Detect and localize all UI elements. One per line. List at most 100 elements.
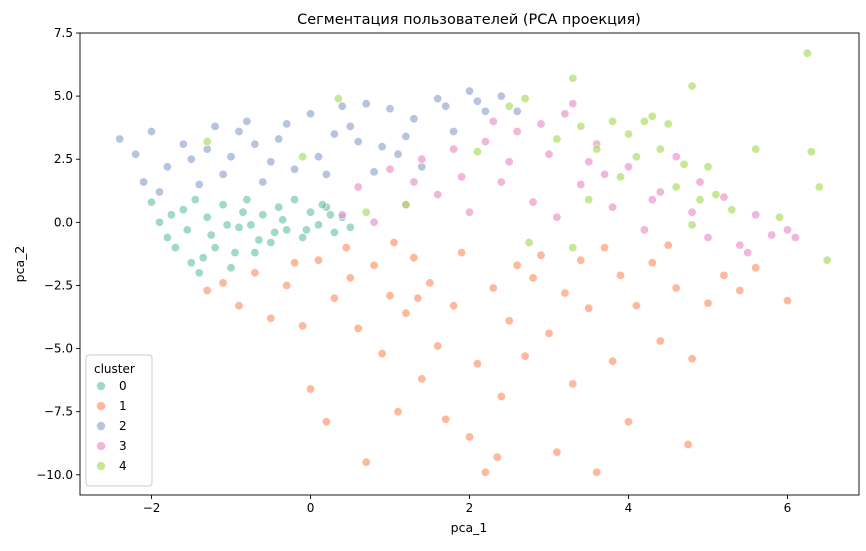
point-cluster-0-12 [242,195,252,205]
point-cluster-3-23 [703,233,713,243]
point-cluster-1-38 [568,379,578,389]
point-cluster-0-29 [230,248,240,258]
point-cluster-3-21 [671,152,681,162]
point-cluster-1-47 [655,336,665,346]
point-cluster-1-37 [560,288,570,298]
point-cluster-4-30 [298,152,308,162]
point-cluster-1-50 [687,354,697,364]
point-cluster-3-25 [735,240,745,250]
point-cluster-1-20 [417,374,427,384]
point-cluster-1-51 [703,298,713,308]
point-cluster-2-26 [512,106,522,116]
point-cluster-2-12 [290,164,300,174]
point-cluster-2-25 [496,91,506,101]
point-cluster-3-40 [568,99,578,109]
point-cluster-0-18 [290,195,300,205]
point-cluster-4-28 [727,205,737,215]
point-cluster-0-34 [182,225,192,235]
point-cluster-3-37 [695,177,705,187]
x-tick-label: 4 [625,501,633,515]
point-cluster-0-36 [198,253,208,263]
point-cluster-0-35 [238,207,248,217]
point-cluster-4-11 [576,121,586,131]
point-cluster-2-2 [139,177,149,187]
point-cluster-4-3 [822,255,832,265]
point-cluster-2-41 [329,129,339,139]
point-cluster-2-33 [345,121,355,131]
legend-marker-1 [96,401,106,411]
point-cluster-0-38 [270,227,280,237]
point-cluster-3-3 [385,164,395,174]
point-cluster-2-38 [202,144,212,154]
point-cluster-3-35 [600,169,610,179]
point-cluster-0-17 [282,225,292,235]
point-cluster-2-37 [472,96,482,106]
point-cluster-1-26 [464,432,474,442]
point-cluster-2-0 [115,134,125,144]
point-cluster-2-18 [385,104,395,114]
point-cluster-1-39 [576,255,586,265]
point-cluster-0-8 [210,243,220,253]
point-cluster-0-27 [190,195,200,205]
point-cluster-3-29 [790,233,800,243]
legend-marker-2 [96,421,106,431]
point-cluster-2-1 [131,149,141,159]
point-cluster-0-40 [317,200,327,210]
point-cluster-4-9 [504,101,514,111]
y-tick-label: 7.5 [54,26,73,40]
legend-label-4: 4 [119,459,127,473]
point-cluster-0-33 [325,210,335,220]
legend: cluster 0 1 2 3 4 [85,354,153,487]
point-cluster-4-0 [802,48,812,58]
point-cluster-3-13 [544,149,554,159]
point-cluster-0-0 [147,197,157,207]
x-axis: −2 0 2 4 6 [143,495,791,515]
point-cluster-2-7 [210,121,220,131]
point-cluster-1-15 [377,349,387,359]
point-cluster-3-30 [743,248,753,258]
point-cluster-1-30 [496,391,506,401]
point-cluster-2-31 [282,119,292,129]
point-cluster-4-5 [774,212,784,222]
point-cluster-3-36 [647,195,657,205]
point-cluster-1-49 [683,439,693,449]
point-cluster-0-37 [222,220,232,230]
x-tick-label: 0 [307,501,315,515]
point-cluster-0-25 [345,222,355,232]
point-cluster-1-12 [353,323,363,333]
point-cluster-1-43 [615,270,625,280]
point-cluster-4-33 [568,243,578,253]
point-cluster-1-23 [441,414,451,424]
point-cluster-1-9 [321,417,331,427]
point-cluster-1-55 [782,296,792,306]
legend-label-0: 0 [119,379,127,393]
point-cluster-2-36 [441,101,451,111]
point-cluster-4-23 [711,190,721,200]
series-1 [202,238,792,477]
legend-label-2: 2 [119,419,127,433]
point-cluster-1-28 [480,467,490,477]
point-cluster-2-19 [401,132,411,142]
point-cluster-3-10 [496,177,506,187]
point-cluster-4-20 [679,159,689,169]
point-cluster-2-34 [377,142,387,152]
point-cluster-1-44 [623,417,633,427]
point-cluster-4-27 [687,220,697,230]
point-cluster-2-20 [417,162,427,172]
x-axis-label: pca_1 [451,520,488,535]
point-cluster-2-17 [369,167,379,177]
point-cluster-1-2 [234,301,244,311]
point-cluster-4-26 [584,195,594,205]
point-cluster-3-38 [488,116,498,126]
point-cluster-1-27 [472,359,482,369]
point-cluster-1-56 [492,452,502,462]
point-cluster-1-63 [290,258,300,268]
y-tick-label: −10.0 [36,468,73,482]
point-cluster-0-7 [202,212,212,222]
point-cluster-0-21 [313,220,323,230]
point-cluster-2-13 [305,109,315,119]
y-tick-label: −2.5 [44,278,73,292]
point-cluster-3-11 [512,127,522,137]
y-tick-label: −7.5 [44,405,73,419]
